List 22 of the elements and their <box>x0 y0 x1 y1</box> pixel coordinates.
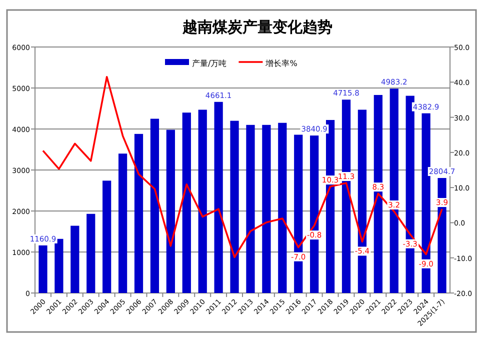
legend-label: 产量/万吨 <box>192 59 227 68</box>
chart-title: 越南煤炭产量变化趋势 <box>182 18 332 36</box>
bar <box>86 214 96 293</box>
bar <box>390 88 398 293</box>
bar <box>38 245 48 293</box>
bar <box>134 134 144 293</box>
bar <box>374 94 382 293</box>
bar <box>182 112 191 293</box>
bar <box>70 226 80 293</box>
bar <box>262 124 271 293</box>
bar <box>214 102 223 293</box>
bar <box>150 118 160 293</box>
bar <box>166 130 175 293</box>
bar <box>246 124 255 293</box>
bar <box>198 110 207 293</box>
bar <box>278 122 287 293</box>
legend-label: 增长率% <box>264 59 298 68</box>
bar <box>54 238 64 293</box>
bar <box>230 120 239 293</box>
bar <box>102 180 112 293</box>
bar <box>438 178 446 293</box>
bar <box>118 154 128 293</box>
